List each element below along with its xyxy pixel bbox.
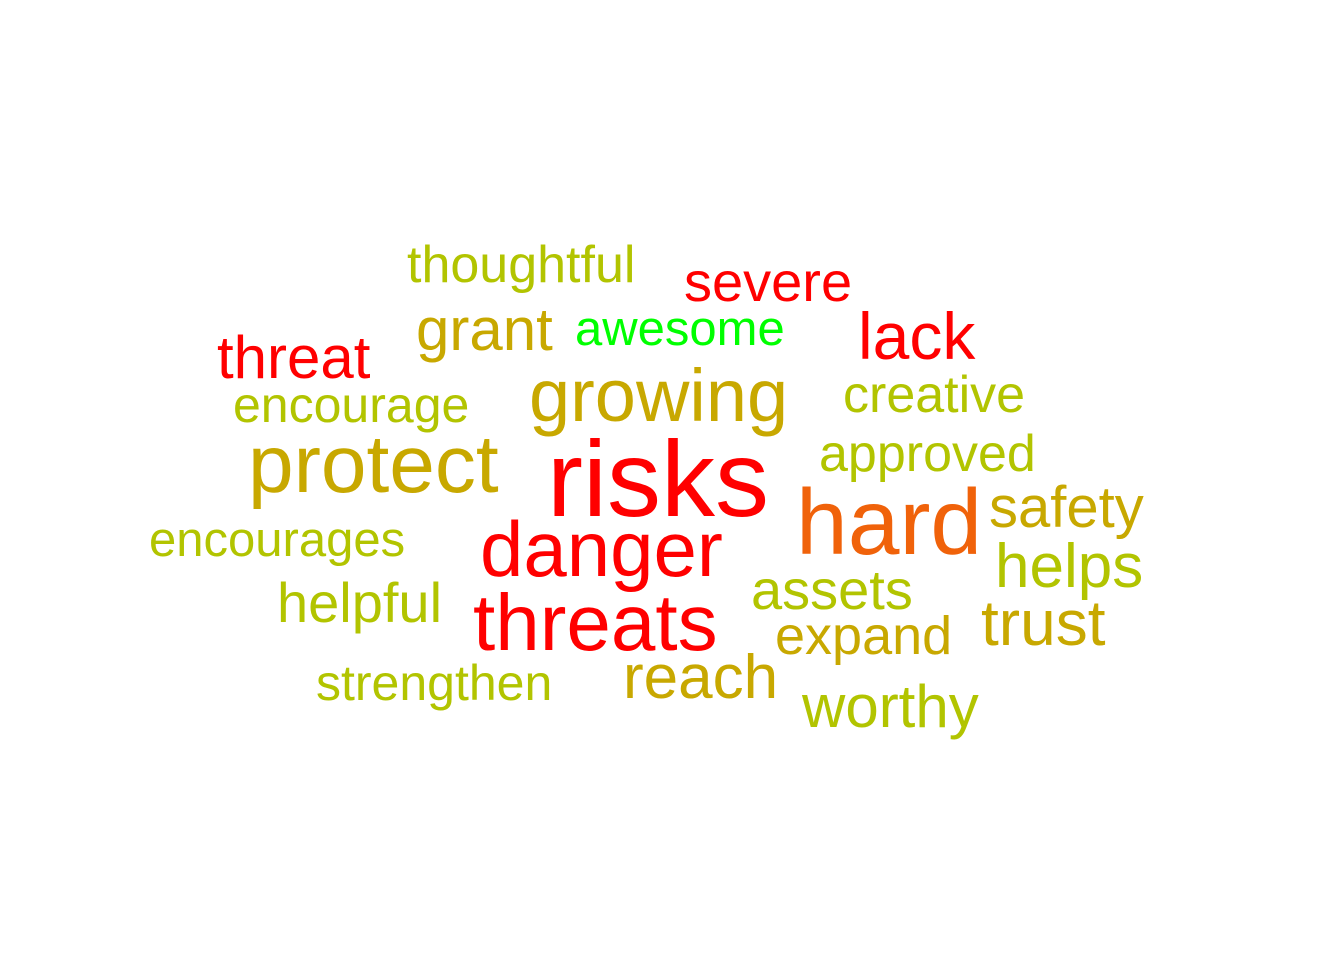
word-risks: risks <box>547 418 769 539</box>
word-expand: expand <box>775 606 953 666</box>
word-worthy: worthy <box>802 673 979 740</box>
word-creative: creative <box>843 366 1026 424</box>
word-safety: safety <box>989 475 1144 540</box>
word-awesome: awesome <box>575 302 785 356</box>
word-approved: approved <box>819 425 1036 483</box>
word-growing: growing <box>529 354 789 437</box>
word-helps: helps <box>995 532 1144 601</box>
word-helpful: helpful <box>277 571 443 634</box>
word-threats: threats <box>473 578 718 667</box>
word-grant: grant <box>416 296 553 363</box>
word-severe: severe <box>684 250 853 313</box>
word-strengthen: strengthen <box>316 655 553 711</box>
word-assets: assets <box>751 558 913 621</box>
word-protect: protect <box>248 419 499 510</box>
word-trust: trust <box>981 587 1106 659</box>
word-danger: danger <box>480 505 723 593</box>
word-reach: reach <box>623 643 779 712</box>
word-encourages: encourages <box>149 513 406 567</box>
word-lack: lack <box>858 299 976 373</box>
word-encourage: encourage <box>233 377 470 433</box>
word-hard: hard <box>796 470 983 574</box>
word-thoughtful: thoughtful <box>407 236 636 294</box>
word-threat: threat <box>217 324 371 391</box>
